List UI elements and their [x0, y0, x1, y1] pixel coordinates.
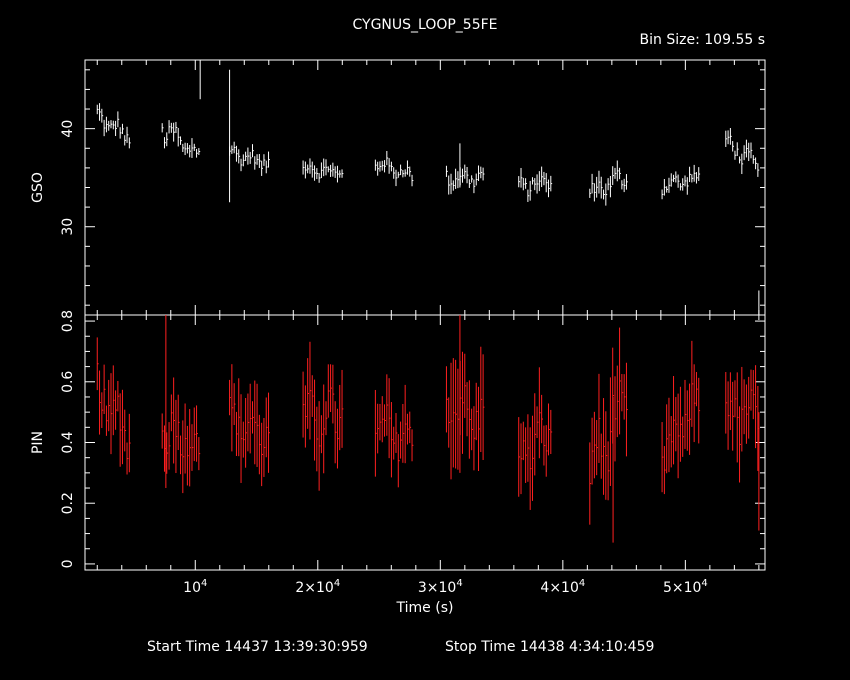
gso-segment — [661, 164, 701, 200]
y-tick-label: 0.4 — [60, 431, 76, 453]
gso-segment — [589, 160, 628, 206]
x-tick-label: 4×104 — [540, 578, 585, 596]
gso-segment — [229, 141, 270, 176]
bin-size-label: Bin Size: 109.55 s — [640, 32, 765, 48]
pin-axis-label: PIN — [30, 431, 46, 454]
y-tick-label: 0.6 — [60, 371, 76, 393]
y-tick-label: 40 — [60, 120, 76, 138]
gso-segment — [518, 166, 553, 202]
gso-segment — [161, 120, 201, 158]
y-tick-label: 0 — [60, 559, 76, 568]
pin-segment — [96, 337, 131, 475]
x-tick-label: 104 — [183, 578, 207, 596]
gso-frame — [84, 59, 766, 316]
pin-segment — [589, 327, 628, 525]
pin-segment — [374, 374, 414, 488]
gso-segment — [302, 158, 344, 183]
pin-segment — [518, 367, 553, 510]
start-time-label: Start Time 14437 13:39:30:959 — [147, 639, 368, 655]
pin-segment — [161, 377, 201, 494]
pin-segment — [229, 364, 270, 487]
x-tick-label: 2×104 — [295, 578, 340, 596]
x-axis-label: Time (s) — [396, 600, 454, 616]
chart-title: CYGNUS_LOOP_55FE — [352, 17, 497, 33]
y-tick-label: 0.2 — [60, 492, 76, 514]
gso-panel: 30 40 GSO — [30, 59, 766, 316]
gso-axis-label: GSO — [30, 172, 46, 203]
gso-segment — [96, 103, 131, 149]
x-tick-labels: 104 2×104 3×104 4×104 5×104 — [183, 578, 708, 596]
pin-segment — [445, 346, 485, 480]
pin-panel: 0 0.2 0.4 0.6 0.8 PIN — [30, 310, 766, 571]
x-tick-label: 3×104 — [418, 578, 463, 596]
stop-time-label: Stop Time 14438 4:34:10:459 — [445, 639, 654, 655]
pin-segment — [725, 365, 760, 483]
gso-segment — [374, 150, 414, 187]
pin-segment — [661, 340, 701, 495]
y-tick-label: 30 — [60, 218, 76, 236]
y-tick-label: 0.8 — [60, 310, 76, 332]
pin-segment — [302, 341, 344, 491]
x-tick-label: 5×104 — [663, 578, 708, 596]
gso-segment — [725, 128, 760, 177]
gso-segment — [445, 164, 485, 195]
